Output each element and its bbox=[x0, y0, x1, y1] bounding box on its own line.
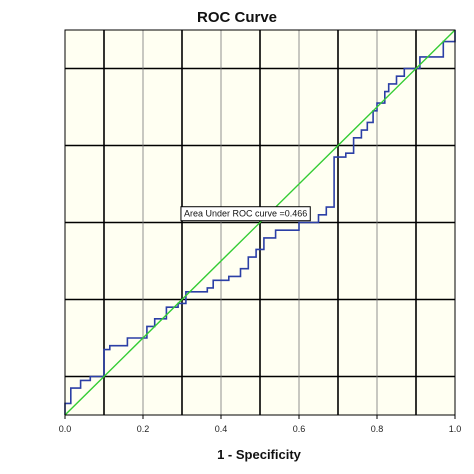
roc-curve bbox=[64, 30, 456, 415]
series-layer bbox=[64, 29, 456, 416]
chart-title: ROC Curve bbox=[197, 9, 277, 26]
grid-lines bbox=[65, 30, 455, 415]
auc-annotation-box bbox=[180, 206, 311, 222]
reference-line bbox=[64, 29, 456, 416]
auc-annotation-text: Area Under ROC curve =0.466 bbox=[184, 209, 307, 219]
x-tick-label: 0.8 bbox=[371, 424, 384, 434]
x-tick-label: 0.6 bbox=[293, 424, 306, 434]
x-tick-label: 0.0 bbox=[59, 424, 72, 434]
x-tick-label: 1.0 bbox=[449, 424, 462, 434]
x-axis-label: 1 - Specificity bbox=[217, 447, 302, 462]
x-tick-label: 0.2 bbox=[137, 424, 150, 434]
auc-annotation: Area Under ROC curve =0.466 bbox=[180, 206, 311, 222]
x-axis-ticks: 0.0 0.2 0.4 0.6 0.8 1.0 bbox=[59, 415, 462, 434]
plot-frame bbox=[64, 29, 456, 416]
x-tick-label: 0.4 bbox=[215, 424, 228, 434]
